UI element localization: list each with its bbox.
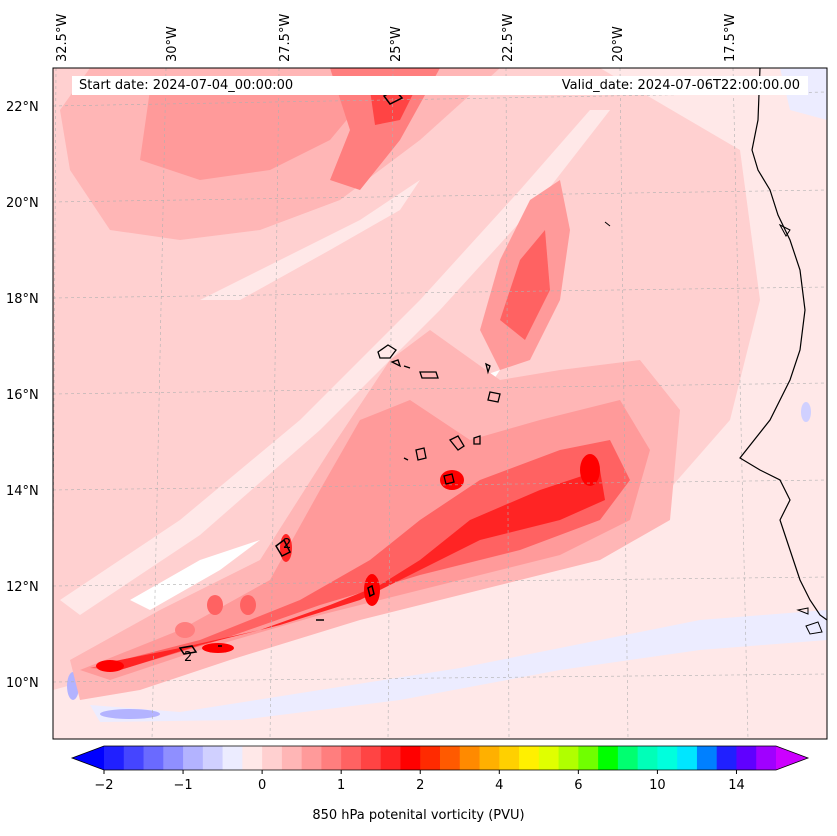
colorbar-tick-label: 2 bbox=[416, 778, 424, 793]
pv-max-central bbox=[202, 643, 234, 653]
lat-label-16n: 16°N bbox=[6, 388, 39, 403]
colorbar-segment bbox=[104, 746, 125, 770]
graticule bbox=[53, 68, 827, 739]
pv-negative-band-south bbox=[90, 610, 827, 722]
colorbar-segment bbox=[479, 746, 500, 770]
colorbar-segment bbox=[222, 746, 243, 770]
colorbar-segment bbox=[321, 746, 342, 770]
lat-label-12n: 12°N bbox=[6, 580, 39, 595]
colorbar-segment bbox=[281, 746, 303, 770]
colorbar-segment bbox=[380, 746, 401, 770]
colorbar-tick-label: 10 bbox=[649, 778, 666, 793]
colorbar-segment bbox=[716, 746, 737, 770]
lat-label-22n: 22°N bbox=[6, 100, 39, 115]
colorbar-segment bbox=[123, 746, 145, 770]
pv-max-fogo bbox=[440, 470, 464, 490]
coast-detail bbox=[604, 221, 791, 237]
colorbar-segment bbox=[183, 746, 204, 770]
colorbar-segment bbox=[202, 746, 224, 770]
lon-label-32-5w: 32.5°W bbox=[55, 14, 70, 62]
colorbar-segment bbox=[341, 746, 362, 770]
pv-north-band-inner bbox=[140, 80, 380, 180]
colorbar-tick-label: 6 bbox=[574, 778, 582, 793]
lon-label-20w: 20°W bbox=[611, 26, 626, 62]
colorbar-tick-label: 0 bbox=[258, 778, 266, 793]
pv-blob-west-3 bbox=[175, 622, 195, 638]
colorbar-segment bbox=[519, 746, 540, 770]
lat-label-10n: 10°N bbox=[6, 676, 39, 691]
lon-label-30w: 30°W bbox=[165, 26, 180, 62]
colorbar-segment bbox=[262, 746, 283, 770]
valid-date-banner: Valid_date: 2024-07-06T22:00:00.00 bbox=[492, 76, 808, 95]
colorbar-segment bbox=[499, 746, 520, 770]
colorbar-segment bbox=[242, 746, 263, 770]
longitude-axis: 32.5°W 30°W 27.5°W 25°W 22.5°W 20°W 17.5… bbox=[55, 14, 738, 62]
pv-ne-streak-inner bbox=[500, 230, 550, 340]
colorbar-segment bbox=[696, 746, 718, 770]
colorbar-segment bbox=[637, 746, 658, 770]
pv-main-band-inner bbox=[90, 440, 630, 670]
pv-low-region-east bbox=[53, 68, 827, 739]
colorbar-label: 850 hPa potenital vorticity (PVU) bbox=[312, 808, 525, 823]
colorbar-segment bbox=[440, 746, 461, 770]
map-plot-area: 2 2 bbox=[53, 68, 827, 739]
colorbar-segment bbox=[558, 746, 579, 770]
contour-label-2a: 2 bbox=[283, 537, 291, 552]
lat-label-20n: 20°N bbox=[6, 196, 39, 211]
colorbar-segment bbox=[677, 746, 698, 770]
colorbar-tick-label: −2 bbox=[94, 778, 113, 793]
contour-label-2b: 2 bbox=[184, 650, 192, 665]
colorbar-tick-label: −1 bbox=[173, 778, 192, 793]
pv-max-west bbox=[96, 660, 124, 672]
pv-negative-spot-coast bbox=[801, 402, 811, 422]
colorbar-segment bbox=[420, 746, 441, 770]
coastal-islands bbox=[796, 607, 823, 635]
lon-label-22-5w: 22.5°W bbox=[501, 14, 516, 62]
colorbar-segment bbox=[301, 746, 322, 770]
lat-label-14n: 14°N bbox=[6, 484, 39, 499]
lat-label-18n: 18°N bbox=[6, 292, 39, 307]
colorbar-segment bbox=[459, 746, 481, 770]
colorbar-segment bbox=[657, 746, 678, 770]
pv-low-region-south bbox=[53, 560, 827, 739]
lon-label-17-5w: 17.5°W bbox=[723, 14, 738, 62]
pv-north-streak bbox=[330, 68, 440, 190]
colorbar-segment bbox=[400, 746, 421, 770]
pv-light-streak-1 bbox=[60, 110, 610, 615]
lon-label-27-5w: 27.5°W bbox=[278, 14, 293, 62]
colorbar-tick-label: 4 bbox=[495, 778, 503, 793]
colorbar-tick-label: 1 bbox=[337, 778, 345, 793]
colorbar-ticks: −2 −1 0 1 2 4 6 10 14 bbox=[94, 770, 745, 793]
colorbar-extend-low bbox=[72, 746, 104, 770]
colorbar-segment bbox=[617, 746, 639, 770]
pv-blob-west-2 bbox=[240, 595, 256, 615]
pv-max-east bbox=[580, 454, 600, 486]
colorbar-segment bbox=[143, 746, 164, 770]
colorbar-tick-label: 14 bbox=[728, 778, 745, 793]
lon-label-25w: 25°W bbox=[389, 26, 404, 62]
cape-verde-islands bbox=[377, 344, 501, 485]
colorbar-segment bbox=[360, 746, 382, 770]
colorbar-segment bbox=[578, 746, 599, 770]
pv-negative-spot-southwest bbox=[100, 709, 160, 719]
colorbar-segment bbox=[598, 746, 619, 770]
start-date-banner: Start date: 2024-07-04_00:00:00 bbox=[72, 76, 499, 95]
colorbar-extend-high bbox=[776, 746, 808, 770]
pv-max-south bbox=[364, 574, 380, 606]
colorbar-segment bbox=[756, 746, 777, 770]
colorbar-segment bbox=[736, 746, 757, 770]
plot-frame bbox=[52, 67, 828, 740]
latitude-axis: 22°N 20°N 18°N 16°N 14°N 12°N 10°N bbox=[6, 100, 39, 691]
pv-white-streak bbox=[130, 540, 260, 610]
pv-main-band-core bbox=[100, 470, 605, 670]
colorbar-segment bbox=[538, 746, 560, 770]
africa-coastline bbox=[739, 68, 827, 621]
pv-blob-west bbox=[207, 595, 223, 615]
colorbar-segment bbox=[163, 746, 184, 770]
colorbar bbox=[70, 745, 810, 771]
